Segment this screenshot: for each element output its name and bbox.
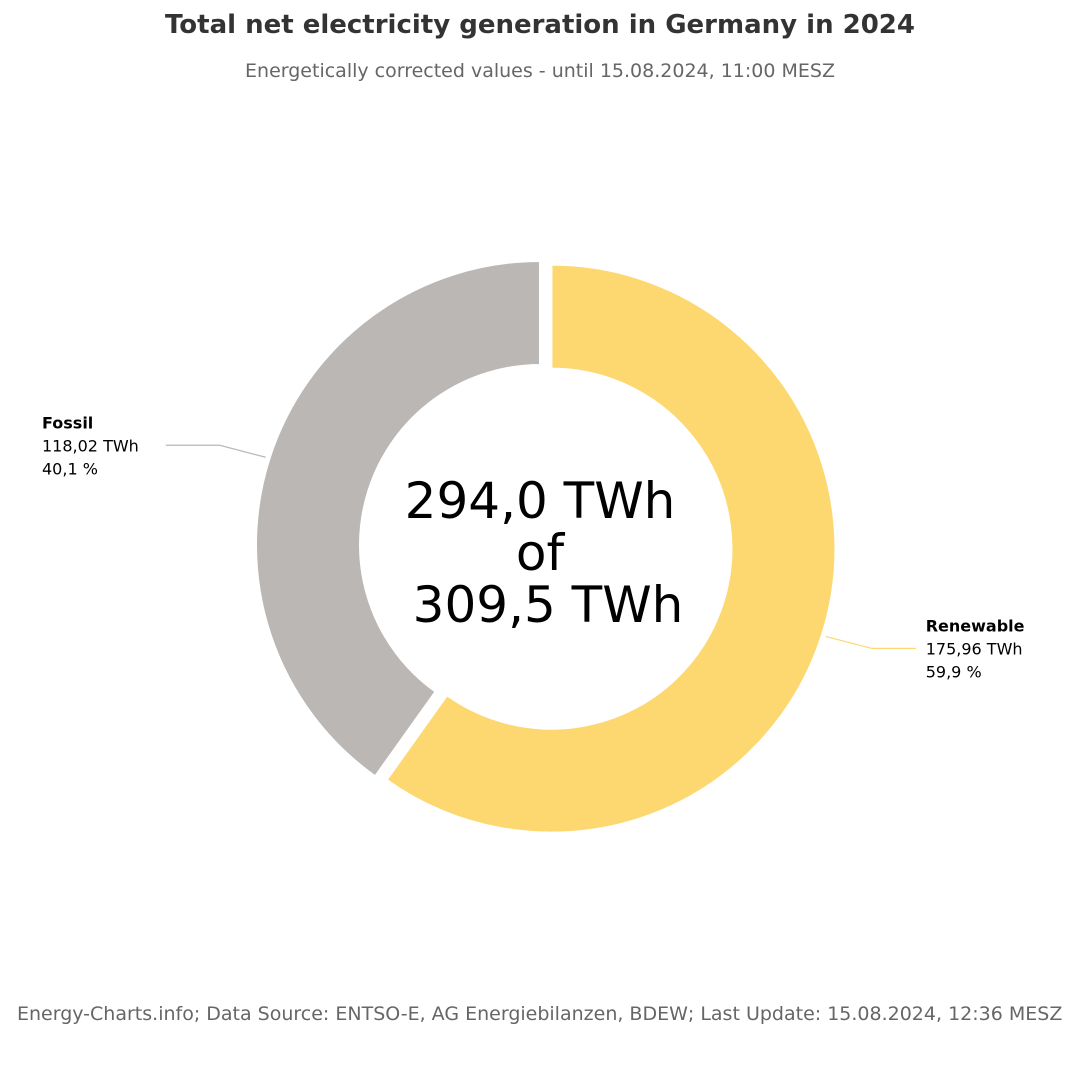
donut-slices	[255, 260, 837, 834]
connector-fossil	[165, 444, 266, 458]
center-reference-label: 309,5 TWh	[413, 576, 684, 634]
label-name-renewable: Renewable	[926, 616, 1025, 635]
slice-labels: Renewable 175,96 TWh 59,9 % Fossil 118,02 TW…	[42, 413, 1025, 681]
slice-fossil[interactable]	[255, 260, 541, 778]
connector-renewable	[825, 635, 916, 649]
label-name-fossil: Fossil	[42, 413, 93, 432]
center-total-label: 294,0 TWh	[405, 472, 676, 530]
center-of-label: of	[516, 524, 566, 582]
label-percent-renewable: 59,9 %	[926, 662, 982, 681]
slice-renewable[interactable]	[385, 263, 837, 834]
label-percent-fossil: 40,1 %	[42, 459, 98, 478]
chart-subtitle: Energetically corrected values - until 1…	[245, 60, 835, 82]
label-value-renewable: 175,96 TWh	[926, 639, 1023, 658]
label-value-fossil: 118,02 TWh	[42, 436, 139, 455]
chart-credits[interactable]: Energy-Charts.info; Data Source: ENTSO-E…	[17, 1003, 1063, 1025]
chart-title: Total net electricity generation in Germ…	[165, 10, 915, 40]
